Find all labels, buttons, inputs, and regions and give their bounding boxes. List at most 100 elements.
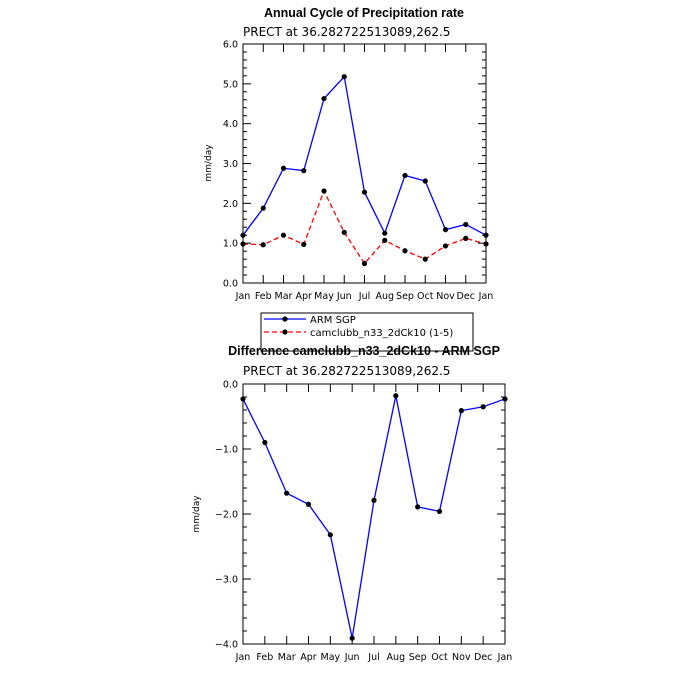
y-axis-label: mm/day xyxy=(192,495,202,533)
x-tick-label: Jan xyxy=(235,291,251,302)
data-point xyxy=(463,221,469,228)
data-point xyxy=(483,232,489,238)
y-tick-label: 0.0 xyxy=(223,380,238,391)
series-line xyxy=(242,395,506,639)
data-point xyxy=(341,229,347,236)
x-tick-label: Jul xyxy=(358,291,370,302)
x-tick-label: Feb xyxy=(255,291,272,302)
legend: ARM SGP camclubb_n33_2dCk10 (1-5) xyxy=(260,312,474,352)
data-point xyxy=(301,241,307,247)
data-point xyxy=(483,241,489,247)
series-layer xyxy=(240,74,489,267)
legend-label-camclubb: camclubb_n33_2dCk10 (1-5) xyxy=(310,328,453,339)
plot-frame xyxy=(242,43,487,284)
y-tick-label: −4.0 xyxy=(215,640,238,651)
data-point xyxy=(280,232,287,238)
chart-title: Annual Cycle of Precipitation rate xyxy=(264,6,464,20)
series-line xyxy=(242,75,487,236)
data-point xyxy=(280,165,287,171)
x-tick-labels: Jan Feb Mar Apr May Jun Jul Aug Sep Oct Nov Dec Jan xyxy=(235,652,513,663)
x-tick-label: Jan xyxy=(478,291,494,302)
axis-ticks xyxy=(242,383,506,645)
legend-marker-camclubb xyxy=(282,329,288,335)
x-tick-label: Jan xyxy=(497,652,513,663)
x-tick-label: Mar xyxy=(275,291,293,302)
data-point xyxy=(371,497,377,503)
series-layer xyxy=(240,393,508,641)
x-tick-label: Jan xyxy=(235,652,251,663)
x-tick-label: Nov xyxy=(436,291,455,302)
y-tick-label: 0.0 xyxy=(223,279,238,290)
x-tick-label: Aug xyxy=(387,652,406,663)
data-point xyxy=(402,172,408,179)
x-tick-label: Apr xyxy=(296,291,313,302)
y-tick-label: 3.0 xyxy=(223,159,238,170)
x-tick-label: Jun xyxy=(344,652,360,663)
x-tick-label: Jul xyxy=(367,652,379,663)
x-tick-label: Sep xyxy=(396,291,414,302)
x-tick-label: Feb xyxy=(256,652,273,663)
y-tick-labels: 0.0 1.0 2.0 3.0 4.0 5.0 6.0 xyxy=(223,40,238,290)
x-tick-label: Nov xyxy=(452,652,471,663)
difference-panel: Difference camclubb_n33_2dCk10 - ARM SGP… xyxy=(192,344,512,663)
data-point xyxy=(240,232,246,238)
y-tick-label: 6.0 xyxy=(223,40,238,51)
data-point xyxy=(262,439,268,446)
data-point xyxy=(349,635,355,641)
legend-label-arm-sgp: ARM SGP xyxy=(310,315,356,326)
data-point xyxy=(382,237,388,243)
data-point xyxy=(240,241,246,247)
data-point xyxy=(436,508,443,514)
x-tick-label: Aug xyxy=(375,291,394,302)
data-point xyxy=(382,230,388,236)
y-tick-label: −1.0 xyxy=(215,445,238,456)
x-tick-label: May xyxy=(314,291,334,302)
y-tick-label: 4.0 xyxy=(223,119,238,130)
x-tick-label: Sep xyxy=(409,652,427,663)
chart-subtitle: PRECT at 36.282722513089,262.5 xyxy=(243,364,450,378)
y-axis-label: mm/day xyxy=(204,144,214,182)
x-tick-label: Oct xyxy=(431,652,448,663)
plot-frame xyxy=(242,383,506,645)
data-point xyxy=(415,504,421,510)
x-tick-label: Dec xyxy=(474,652,492,663)
x-tick-label: Mar xyxy=(278,652,296,663)
axis-ticks xyxy=(242,43,487,284)
x-tick-label: Dec xyxy=(457,291,475,302)
legend-marker-arm-sgp xyxy=(282,316,288,322)
data-point xyxy=(327,532,333,538)
y-tick-labels: 0.0 −1.0 −2.0 −3.0 −4.0 xyxy=(215,380,238,651)
data-point xyxy=(480,404,486,410)
y-tick-label: 2.0 xyxy=(223,199,238,210)
data-point xyxy=(463,235,469,241)
x-tick-label: May xyxy=(321,652,341,663)
data-point xyxy=(260,205,266,211)
data-point xyxy=(502,396,508,402)
data-point xyxy=(422,256,428,262)
chart-subtitle: PRECT at 36.282722513089,262.5 xyxy=(243,25,450,39)
x-tick-label: Apr xyxy=(300,652,317,663)
data-point xyxy=(402,248,408,254)
data-point xyxy=(305,501,312,507)
precip-annual-cycle-panel: Annual Cycle of Precipitation rate PRECT… xyxy=(204,6,494,352)
data-point xyxy=(393,393,399,399)
y-tick-label: −2.0 xyxy=(215,510,238,521)
series-line xyxy=(242,189,487,265)
y-tick-label: −3.0 xyxy=(215,575,238,586)
data-point xyxy=(321,188,327,194)
x-tick-labels: Jan Feb Mar Apr May Jun Jul Aug Sep Oct Nov Dec Jan xyxy=(235,291,494,302)
data-point xyxy=(260,242,266,248)
x-tick-label: Jun xyxy=(336,291,352,302)
y-tick-label: 5.0 xyxy=(223,79,238,90)
data-point xyxy=(422,178,428,184)
data-point xyxy=(458,408,464,414)
data-point xyxy=(442,243,449,249)
data-point xyxy=(240,396,246,402)
x-tick-label: Oct xyxy=(417,291,434,302)
data-point xyxy=(361,189,368,195)
y-tick-label: 1.0 xyxy=(223,239,238,250)
data-point xyxy=(442,227,449,233)
data-point xyxy=(361,260,368,267)
data-point xyxy=(301,168,307,174)
